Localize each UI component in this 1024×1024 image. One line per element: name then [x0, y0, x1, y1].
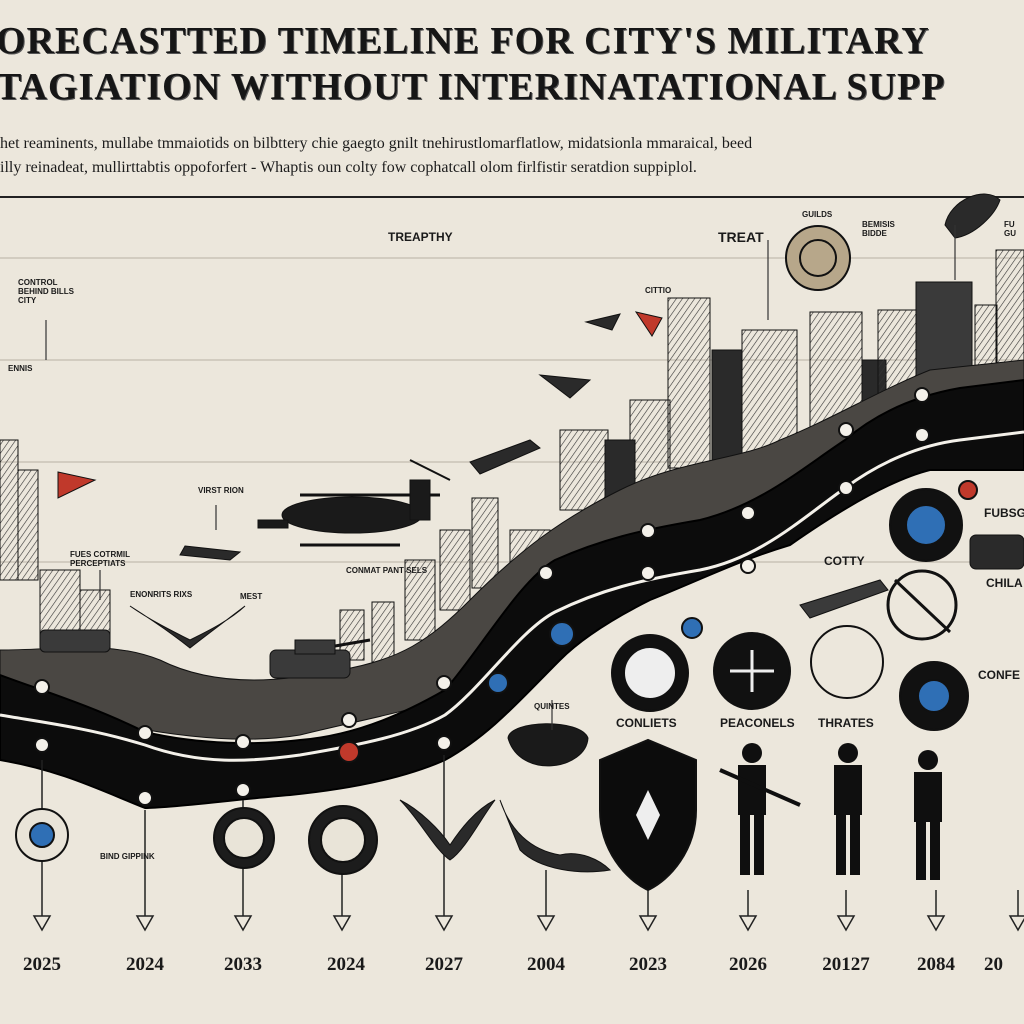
year-label-10: 2084	[917, 954, 955, 975]
label-enonet: ENONRITS RIXS	[130, 590, 193, 599]
title-line-2: TAGIATION WITHOUT INTERINATATIONAL SUPP	[0, 66, 946, 108]
city-skyline-right	[559, 249, 1024, 511]
year-label-3: 2033	[224, 954, 262, 975]
timeline-band	[0, 378, 1024, 810]
year-label-9: 20127	[822, 954, 870, 975]
glove-icon	[944, 193, 1001, 239]
label-coatrol: CONTROL BEHIND BILLS CITY	[18, 278, 74, 305]
diagram-title: ORECASTTED TIMELINE FOR CITY'S MILITARY …	[0, 18, 1024, 110]
timeline-nodes	[34, 387, 930, 806]
label-ennis: ENNIS	[8, 364, 33, 373]
city-skyline-middle	[339, 497, 551, 663]
subtitle-line-1: het reaminents, mullabe tmmaiotids on bi…	[0, 135, 753, 152]
city-skyline-left	[0, 439, 111, 651]
label-threats: THRATES	[818, 716, 874, 730]
header-divider	[0, 196, 1024, 198]
label-fur: FU GU	[1004, 220, 1016, 238]
label-confe: CONFE	[978, 668, 1020, 682]
helmet-icon	[507, 723, 589, 767]
subtitle-line-2: illy reinadeat, mullirttabtis oppoforfer…	[0, 159, 697, 176]
title-line-1: ORECASTTED TIMELINE FOR CITY'S MILITARY	[0, 20, 930, 62]
eagle-icons	[129, 605, 612, 873]
year-label-11: 20	[984, 954, 1003, 975]
label-virst: VIRST RION	[198, 486, 244, 495]
label-bind: BIND GIPPINK	[100, 852, 155, 861]
year-label-5: 2027	[425, 954, 463, 975]
label-cotty: COTTY	[824, 554, 865, 568]
label-treat: TREAT	[718, 229, 764, 245]
label-leaders	[45, 225, 956, 730]
year-label-8: 2026	[729, 954, 767, 975]
label-mest: MEST	[240, 592, 263, 601]
year-label-1: 2025	[23, 954, 61, 975]
tank-icons	[39, 629, 371, 679]
missile-icons	[179, 313, 621, 561]
year-label-2: 2024	[126, 954, 164, 975]
label-conliets: CONLIETS	[616, 716, 677, 730]
label-treapthy: TREAPTHY	[388, 230, 453, 244]
label-conmat: CONMAT PANT SELS	[346, 566, 428, 575]
label-fusse: FUBSGE	[984, 506, 1024, 520]
subtitle: het reaminents, mullabe tmmaiotids on bi…	[0, 132, 1024, 180]
label-chila: CHILA	[986, 576, 1023, 590]
label-bemisi: BEMISIS BIDDE	[862, 220, 895, 238]
timeline-line	[0, 430, 1024, 762]
rifle-icons	[799, 534, 1024, 619]
year-label-4: 2024	[327, 954, 365, 975]
label-fues: FUES COTRMIL PERCEPTIATS	[70, 550, 130, 568]
flag-icons	[57, 311, 663, 499]
emblem-icons	[15, 225, 978, 875]
label-peaconels: PEACONELS	[720, 716, 795, 730]
label-guilds: GUILDS	[802, 210, 833, 219]
year-label-7: 2023	[629, 954, 667, 975]
year-connectors	[32, 755, 1024, 932]
label-ctitto: CITTIO	[645, 286, 672, 295]
helicopter-icon	[257, 459, 451, 547]
year-label-6: 2004	[527, 954, 565, 975]
label-quintes: QUINTES	[534, 702, 570, 711]
soldier-icons	[719, 743, 942, 880]
